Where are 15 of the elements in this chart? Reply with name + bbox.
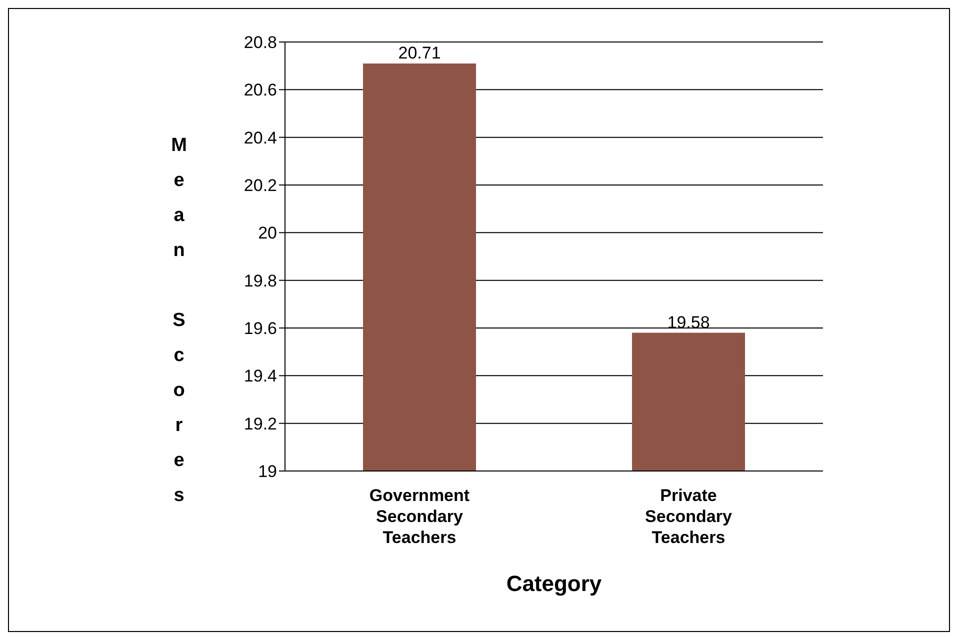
y-axis-title: Mean Scores xyxy=(168,135,190,520)
y-tick-label: 20.4 xyxy=(244,128,277,148)
y-tick-label: 20.2 xyxy=(244,176,277,196)
y-tick-label: 19.4 xyxy=(244,366,277,386)
x-tick-label: Government Secondary Teachers xyxy=(369,486,470,547)
y-tick-label: 20.6 xyxy=(244,80,277,100)
x-tick-label: Private Secondary Teachers xyxy=(645,486,732,547)
x-axis-title: Category xyxy=(506,571,602,596)
y-tick-label: 20 xyxy=(258,224,277,243)
y-tick-label: 19.2 xyxy=(244,414,277,434)
data-label: 20.71 xyxy=(398,43,441,62)
y-tick-label: 19.6 xyxy=(244,319,277,338)
y-tick-label: 19.8 xyxy=(244,271,277,290)
y-tick-label: 20.8 xyxy=(244,33,277,52)
y-tick-label: 19 xyxy=(258,462,277,482)
